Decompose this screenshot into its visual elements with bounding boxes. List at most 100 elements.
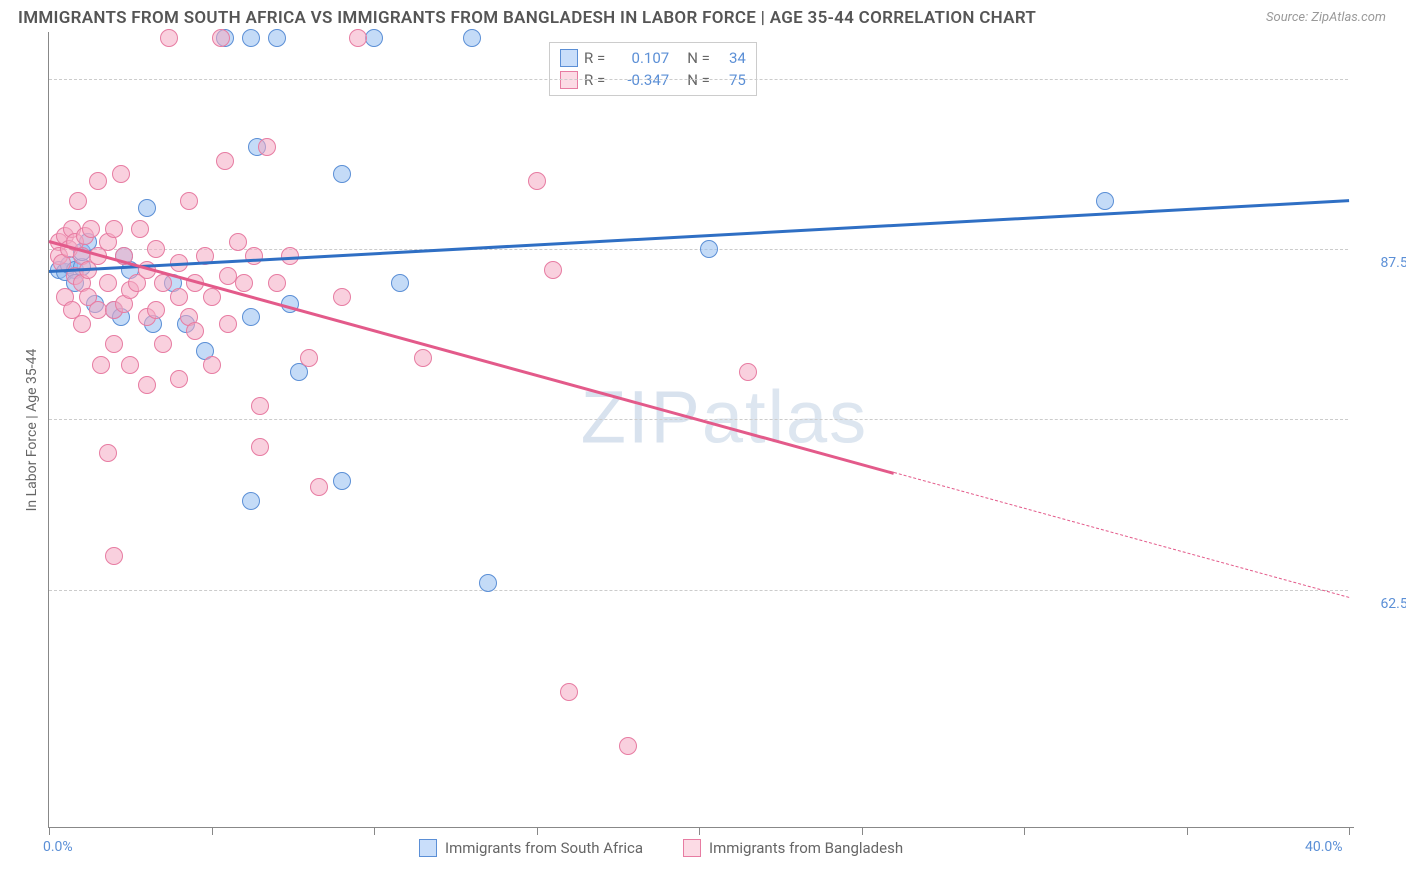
scatter-point-bangladesh: [89, 172, 107, 190]
scatter-point-bangladesh: [73, 315, 91, 333]
scatter-point-bangladesh: [739, 363, 757, 381]
scatter-point-bangladesh: [219, 315, 237, 333]
scatter-point-bangladesh: [186, 322, 204, 340]
scatter-point-bangladesh: [105, 335, 123, 353]
trend-line-extrapolated: [894, 472, 1349, 598]
x-tick: [1187, 827, 1188, 835]
scatter-point-bangladesh: [121, 356, 139, 374]
gridline-horizontal: [49, 249, 1348, 250]
scatter-point-bangladesh: [235, 274, 253, 292]
legend-correlation-row: R = 0.107 N = 34: [560, 47, 746, 69]
scatter-point-bangladesh: [560, 683, 578, 701]
x-tick-label: 0.0%: [43, 839, 73, 855]
x-tick: [537, 827, 538, 835]
watermark-text: ZIPatlas: [581, 374, 868, 459]
chart-plot-area: ZIPatlas R =0.107N =34R =-0.347N =75 Imm…: [48, 38, 1348, 828]
scatter-point-bangladesh: [180, 192, 198, 210]
legend-n-label: N =: [687, 71, 710, 89]
legend-r-label: R =: [584, 71, 605, 89]
legend-series-label: Immigrants from South Africa: [445, 839, 643, 857]
scatter-point-bangladesh: [203, 356, 221, 374]
legend-series-item: Immigrants from Bangladesh: [683, 839, 903, 857]
scatter-point-bangladesh: [170, 370, 188, 388]
scatter-point-bangladesh: [154, 274, 172, 292]
y-tick-label: 87.5%: [1380, 255, 1406, 271]
scatter-point-bangladesh: [170, 288, 188, 306]
scatter-point-bangladesh: [414, 349, 432, 367]
legend-n-label: N =: [687, 49, 710, 67]
scatter-point-bangladesh: [268, 274, 286, 292]
legend-r-label: R =: [584, 49, 605, 67]
scatter-point-bangladesh: [160, 29, 178, 47]
legend-correlation-row: R = -0.347 N = 75: [560, 69, 746, 91]
gridline-horizontal: [49, 79, 1348, 80]
scatter-point-bangladesh: [245, 247, 263, 265]
scatter-point-bangladesh: [544, 261, 562, 279]
x-tick: [699, 827, 700, 835]
scatter-point-bangladesh: [138, 376, 156, 394]
x-tick: [1349, 827, 1350, 835]
legend-swatch: [683, 839, 701, 857]
scatter-point-bangladesh: [147, 301, 165, 319]
x-tick: [374, 827, 375, 835]
scatter-point-bangladesh: [251, 438, 269, 456]
series-legend: Immigrants from South Africa Immigrants f…: [419, 839, 903, 857]
scatter-point-bangladesh: [147, 240, 165, 258]
scatter-point-south_africa: [479, 574, 497, 592]
scatter-point-south_africa: [700, 240, 718, 258]
legend-n-value: 34: [716, 49, 746, 67]
scatter-point-bangladesh: [212, 29, 230, 47]
scatter-point-bangladesh: [99, 274, 117, 292]
legend-series-item: Immigrants from South Africa: [419, 839, 643, 857]
y-tick-label: 62.5%: [1380, 596, 1406, 612]
scatter-point-bangladesh: [258, 138, 276, 156]
scatter-point-south_africa: [242, 29, 260, 47]
scatter-point-bangladesh: [112, 165, 130, 183]
x-tick: [49, 827, 50, 835]
gridline-horizontal: [49, 590, 1348, 591]
x-tick-label: 40.0%: [1305, 839, 1343, 855]
scatter-point-bangladesh: [251, 397, 269, 415]
scatter-point-south_africa: [365, 29, 383, 47]
scatter-point-bangladesh: [131, 220, 149, 238]
legend-n-value: 75: [716, 71, 746, 89]
chart-title: IMMIGRANTS FROM SOUTH AFRICA VS IMMIGRAN…: [18, 8, 1036, 28]
scatter-point-bangladesh: [619, 737, 637, 755]
trend-line: [49, 240, 895, 474]
scatter-point-south_africa: [242, 308, 260, 326]
scatter-point-south_africa: [1096, 192, 1114, 210]
scatter-point-bangladesh: [92, 356, 110, 374]
source-attribution: Source: ZipAtlas.com: [1266, 10, 1386, 25]
scatter-point-south_africa: [242, 492, 260, 510]
scatter-point-bangladesh: [69, 192, 87, 210]
scatter-point-south_africa: [463, 29, 481, 47]
correlation-legend: R = 0.107 N = 34 R = -0.347 N = 75: [549, 42, 757, 96]
x-tick: [212, 827, 213, 835]
scatter-point-south_africa: [391, 274, 409, 292]
scatter-point-bangladesh: [229, 233, 247, 251]
scatter-point-bangladesh: [105, 220, 123, 238]
scatter-point-bangladesh: [310, 478, 328, 496]
scatter-point-bangladesh: [154, 335, 172, 353]
scatter-point-bangladesh: [300, 349, 318, 367]
legend-swatch: [560, 71, 578, 89]
scatter-point-bangladesh: [333, 288, 351, 306]
scatter-point-bangladesh: [203, 288, 221, 306]
scatter-point-south_africa: [333, 472, 351, 490]
x-tick: [1024, 827, 1025, 835]
scatter-point-bangladesh: [528, 172, 546, 190]
scatter-point-south_africa: [333, 165, 351, 183]
scatter-point-bangladesh: [99, 444, 117, 462]
legend-swatch: [419, 839, 437, 857]
scatter-point-south_africa: [138, 199, 156, 217]
scatter-point-south_africa: [268, 29, 286, 47]
legend-swatch: [560, 49, 578, 67]
scatter-point-bangladesh: [105, 547, 123, 565]
legend-series-label: Immigrants from Bangladesh: [709, 839, 903, 857]
x-tick: [862, 827, 863, 835]
legend-r-value: -0.347: [611, 71, 669, 89]
scatter-point-bangladesh: [82, 220, 100, 238]
y-axis-label: In Labor Force | Age 35-44: [24, 349, 40, 512]
legend-r-value: 0.107: [611, 49, 669, 67]
scatter-point-bangladesh: [349, 29, 367, 47]
